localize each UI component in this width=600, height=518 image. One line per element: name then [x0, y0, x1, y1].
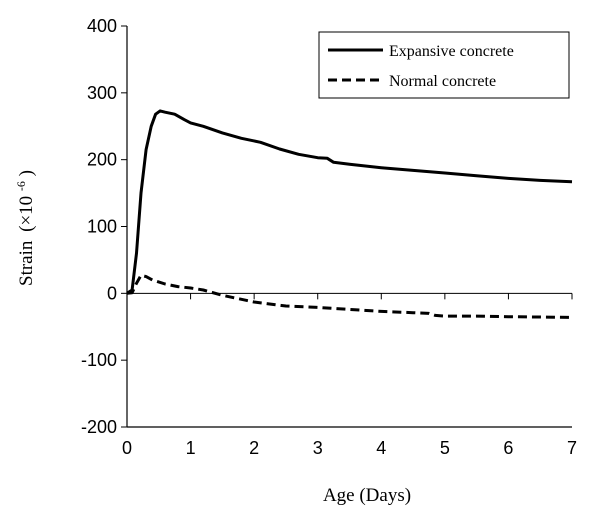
y-axis-title-unit-exp: -6 — [14, 181, 28, 191]
series-layer — [126, 109, 573, 319]
x-tick-label: 1 — [186, 438, 196, 458]
x-axis-ticks: 0 1 2 3 4 5 6 7 — [122, 293, 577, 458]
y-axis-title: Strain (×10 -6 ) — [9, 170, 37, 286]
legend-box — [318, 31, 570, 99]
y-tick-label: 100 — [87, 217, 117, 237]
y-tick-label: -200 — [81, 417, 117, 437]
y-axis-title-unit-suffix: ) — [16, 170, 37, 176]
legend-label: Expansive concrete — [389, 43, 514, 60]
series-line — [126, 273, 573, 319]
x-tick-label: 4 — [376, 438, 386, 458]
y-axis-title-main: Strain — [16, 240, 37, 286]
x-tick-label: 3 — [313, 438, 323, 458]
y-tick-label: 200 — [87, 150, 117, 170]
y-axis-ticks: -200 -100 0 100 200 300 400 — [81, 16, 127, 437]
x-tick-label: 0 — [122, 438, 132, 458]
x-axis-title: Age (Days) — [323, 485, 411, 506]
y-tick-label: 300 — [87, 83, 117, 103]
x-tick-label: 6 — [503, 438, 513, 458]
legend-label: Normal concrete — [389, 73, 496, 90]
x-tick-label: 7 — [567, 438, 577, 458]
y-tick-label: 400 — [87, 16, 117, 36]
legend: Expansive concrete Normal concrete — [318, 31, 570, 99]
y-tick-label: -100 — [81, 350, 117, 370]
x-tick-label: 2 — [249, 438, 259, 458]
y-axis-title-unit-prefix: (×10 — [16, 196, 37, 232]
x-tick-label: 5 — [440, 438, 450, 458]
series-line — [126, 109, 573, 295]
y-tick-label: 0 — [107, 283, 117, 303]
